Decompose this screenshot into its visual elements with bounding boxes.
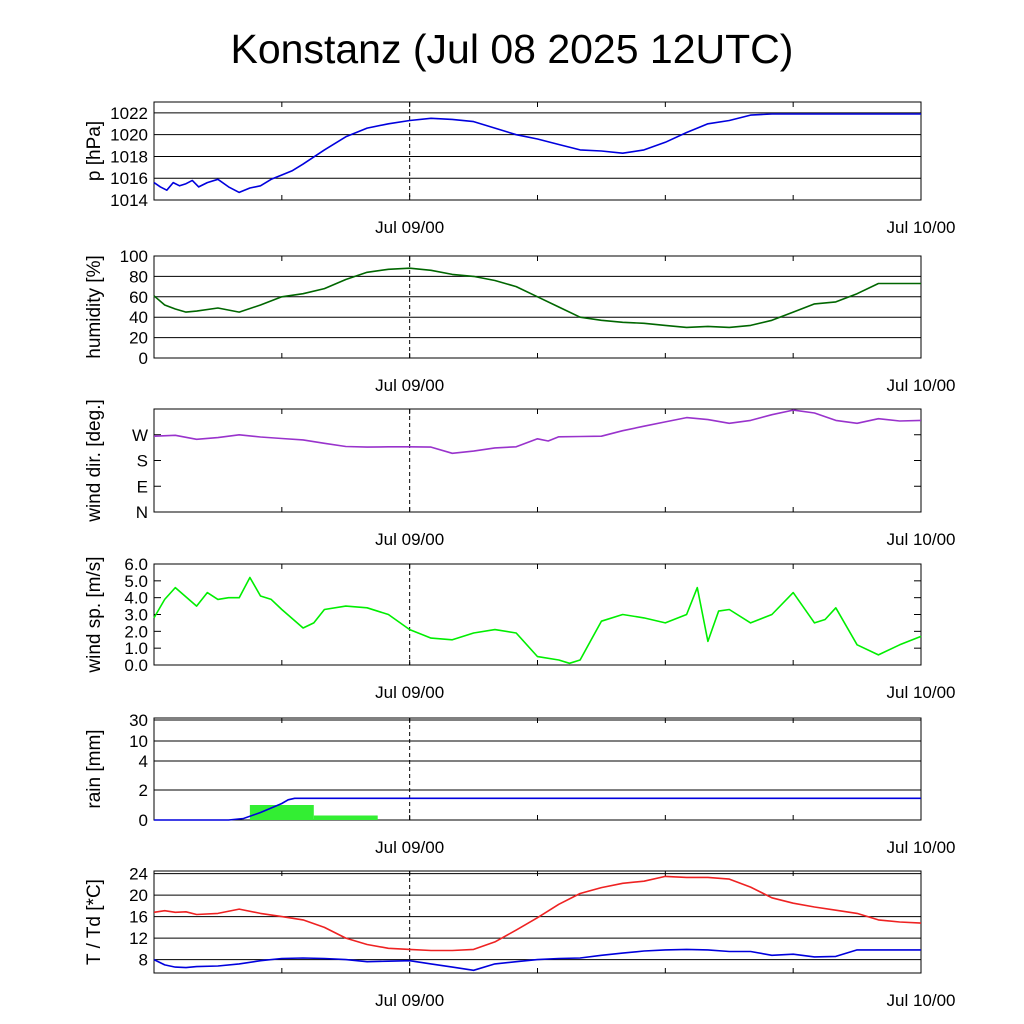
- y-tick-label: 4: [139, 752, 148, 771]
- panel-rain: 0 2 410 30 Jul 09/00 Jul 10/00 rain [mm]: [84, 711, 956, 857]
- y-tick-label: 1.0: [124, 639, 148, 658]
- y-axis-label: rain [mm]: [84, 729, 105, 808]
- y-tick-label: 5.0: [124, 572, 148, 591]
- temperature-series-line-0: [153, 875, 922, 952]
- y-tick-label: 24: [129, 865, 148, 884]
- y-tick-label: 12: [129, 929, 148, 948]
- panel-frame: [153, 563, 922, 666]
- humidity-series-line-0: [153, 267, 921, 329]
- y-tick-label: 40: [129, 308, 148, 327]
- x-tick-label: Jul 09/00: [375, 376, 444, 395]
- y-axis-label: T / Td [*C]: [84, 879, 105, 965]
- x-tick-label: Jul 10/00: [887, 838, 956, 857]
- x-tick-label: Jul 10/00: [887, 683, 956, 702]
- y-tick-label: 0: [139, 811, 148, 830]
- y-tick-label: 0.0: [124, 656, 148, 675]
- y-tick-label: 100: [120, 247, 148, 266]
- pressure-series-line-0: [153, 113, 921, 194]
- panel-frame: [153, 717, 922, 821]
- y-tick-label: 20: [129, 886, 148, 905]
- y-tick-label: N: [136, 503, 148, 522]
- y-tick-label: 0: [139, 349, 148, 368]
- x-tick-label: Jul 10/00: [887, 530, 956, 549]
- x-tick-label: Jul 09/00: [375, 218, 444, 237]
- y-tick-label: 4.0: [124, 589, 148, 608]
- panel-frame: [153, 408, 922, 513]
- panel-frame: [153, 870, 922, 974]
- y-tick-label: 6.0: [124, 555, 148, 574]
- y-tick-label: 10: [129, 732, 148, 751]
- y-tick-label: 1016: [110, 169, 148, 188]
- y-tick-label: 3.0: [124, 606, 148, 625]
- y-tick-label: 20: [129, 329, 148, 348]
- y-tick-label: 30: [129, 711, 148, 730]
- y-axis-label: p [hPa]: [84, 121, 105, 181]
- y-tick-label: 2: [139, 781, 148, 800]
- rain-bar: [249, 805, 314, 820]
- panel-frame: [153, 101, 922, 201]
- y-tick-label: 1020: [110, 126, 148, 145]
- y-axis-label: wind dir. [deg.]: [84, 399, 105, 523]
- temperature-series-line-1: [153, 948, 921, 972]
- panel-temperature: 8 12 16 20 24 Jul 09/00 Jul 10/00 T / Td [*C]: [84, 865, 956, 1010]
- wind_speed-series-line-0: [153, 576, 922, 665]
- panel-pressure: 1014 1016 1018 1020 1022 Jul 09/00 Jul 10/00 p …: [84, 101, 956, 237]
- chart-title: Konstanz (Jul 08 2025 12UTC): [230, 26, 794, 72]
- x-tick-label: Jul 10/00: [887, 991, 956, 1010]
- y-tick-label: 60: [129, 288, 148, 307]
- y-tick-label: 8: [139, 951, 148, 970]
- x-tick-label: Jul 10/00: [887, 218, 956, 237]
- x-tick-label: Jul 09/00: [375, 530, 444, 549]
- x-tick-label: Jul 10/00: [887, 376, 956, 395]
- y-tick-label: E: [137, 477, 148, 496]
- wind_direction-series-line-0: [153, 409, 922, 455]
- x-tick-label: Jul 09/00: [375, 838, 444, 857]
- y-tick-label: 1014: [110, 191, 148, 210]
- y-tick-label: W: [132, 426, 148, 445]
- x-tick-label: Jul 09/00: [375, 991, 444, 1010]
- y-tick-label: 16: [129, 908, 148, 927]
- y-axis-label: wind sp. [m/s]: [84, 556, 105, 673]
- x-tick-label: Jul 09/00: [375, 683, 444, 702]
- y-tick-label: 1018: [110, 147, 148, 166]
- y-tick-label: 80: [129, 267, 148, 286]
- panel-wind_speed: 0.01.02.03.04.05.06.0 Jul 09/00 Jul 10/00 w…: [84, 555, 956, 702]
- y-axis-label: humidity [%]: [84, 255, 105, 358]
- y-tick-label: 1022: [110, 104, 148, 123]
- rain-cumulative-line: [154, 797, 921, 821]
- rain-bar: [313, 815, 378, 820]
- y-tick-label: 2.0: [124, 622, 148, 641]
- y-tick-label: S: [137, 452, 148, 471]
